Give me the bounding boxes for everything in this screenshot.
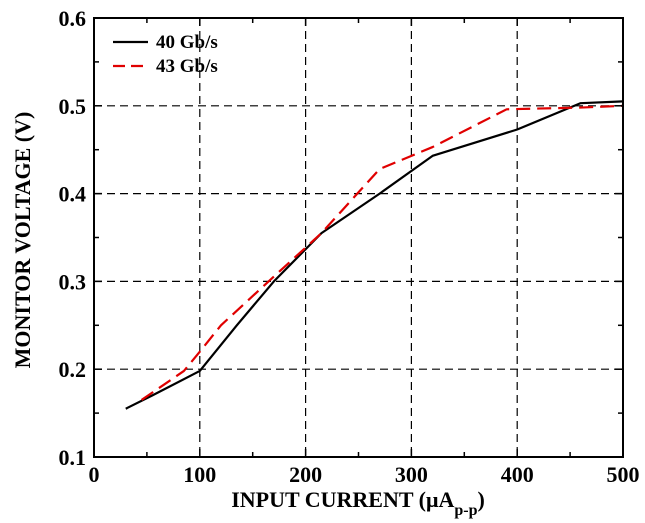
- series-line-1: [125, 100, 624, 410]
- y-tick-label-0.5: 0.5: [59, 94, 87, 119]
- y-axis-label: MONITOR VOLTAGE (V): [10, 112, 35, 369]
- legend-label-2: 43 Gb/s: [156, 56, 218, 77]
- ticks: [93, 17, 624, 458]
- x-tick-label-0: 0: [89, 462, 100, 487]
- x-tick-label-100: 100: [183, 462, 216, 487]
- x-tick-label-300: 300: [395, 462, 428, 487]
- y-tick-label-0.1: 0.1: [59, 445, 87, 470]
- x-tick-label-200: 200: [289, 462, 322, 487]
- grid: [94, 18, 623, 457]
- y-tick-label-0.2: 0.2: [59, 357, 87, 382]
- y-tick-labels: 0.1 0.2 0.3 0.4 0.5 0.6: [59, 6, 87, 470]
- y-tick-label-0.6: 0.6: [59, 6, 87, 31]
- y-tick-label-0.4: 0.4: [59, 182, 87, 207]
- legend: 40 Gb/s 43 Gb/s: [113, 32, 218, 77]
- series-line-2: [140, 104, 624, 401]
- series-layer: [125, 100, 624, 410]
- x-axis-label: INPUT CURRENT (μAp-p): [231, 487, 485, 519]
- x-tick-label-500: 500: [607, 462, 640, 487]
- plot-frame: [93, 17, 624, 458]
- x-tick-label-400: 400: [501, 462, 534, 487]
- x-tick-labels: 0 100 200 300 400 500: [89, 462, 640, 487]
- y-tick-label-0.3: 0.3: [59, 269, 87, 294]
- legend-label-1: 40 Gb/s: [156, 32, 218, 53]
